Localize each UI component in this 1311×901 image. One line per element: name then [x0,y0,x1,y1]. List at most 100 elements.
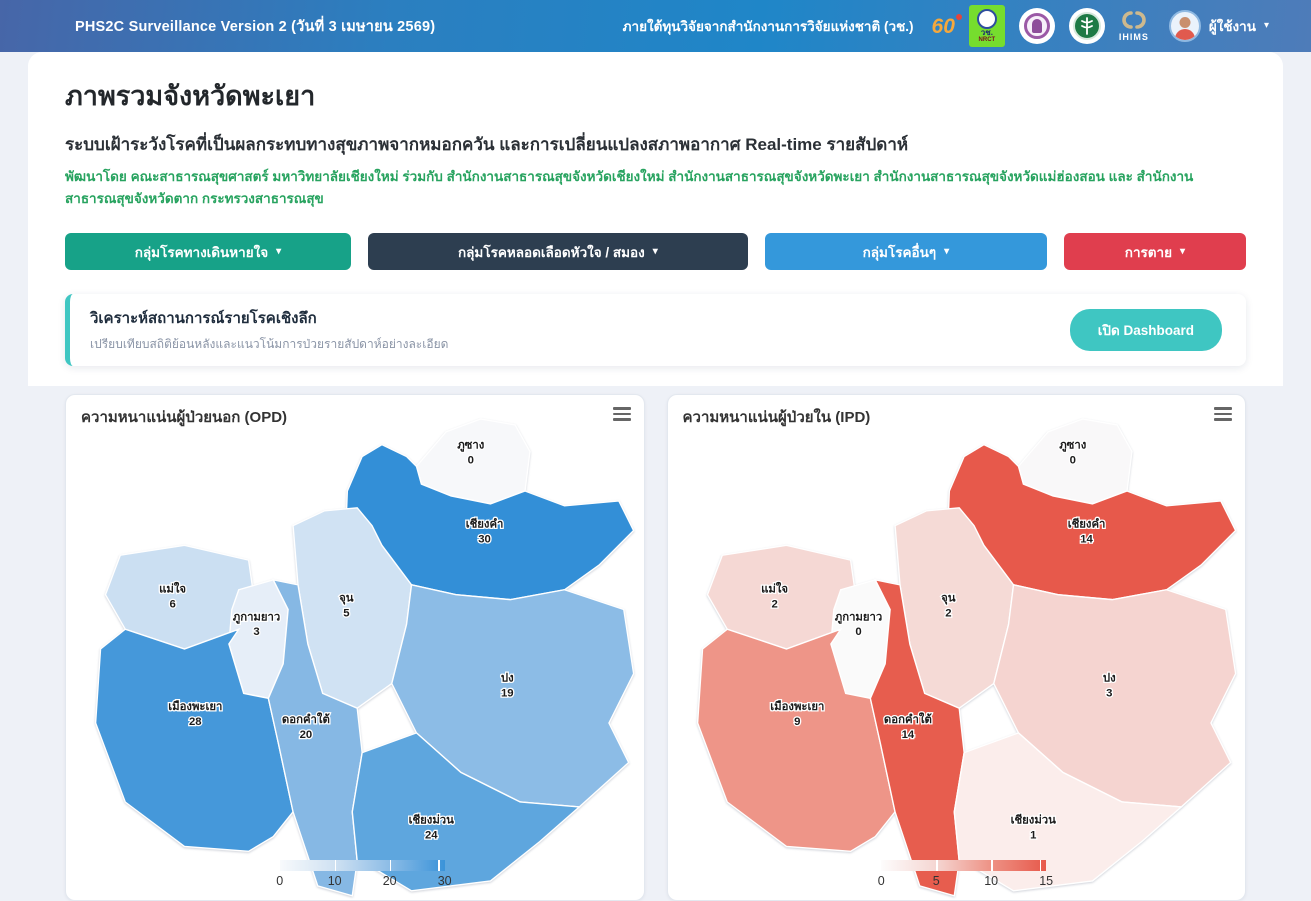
legend-tick-label: 0 [877,874,885,888]
district-value-label: 20 [300,729,313,741]
district-name-label: จุน [339,593,354,606]
district-value-label: 30 [478,533,491,545]
district-value-label: 14 [901,729,914,741]
chart-context-menu-button[interactable] [612,405,631,421]
user-avatar[interactable] [1168,10,1201,42]
analysis-card-subtitle: เปรียบเทียบสถิติย้อนหลังและแนวโน้มการป่ว… [90,337,449,351]
district-value-label: 3 [253,626,259,638]
open-dashboard-button[interactable]: เปิด Dashboard [1069,309,1222,351]
button-label: กลุ่มโรคหลอดเลือดหัวใจ / สมอง [457,244,645,260]
dropdown-caret-icon: ▾ [944,245,950,257]
district-value-label: 2 [945,607,951,619]
district-value-label: 6 [169,599,175,611]
district-value-label: 0 [468,454,474,466]
opd-choropleth-map: ภูซาง0เชียงคำ30แม่ใจ6ภูกามยาว3จุน5ปง19เม… [94,418,635,897]
legend-tick-label: 20 [382,874,397,888]
district-name-label: เชียงคำ [1067,517,1105,531]
user-menu[interactable]: ผู้ใช้งาน ▾ [1168,10,1269,42]
app-title: PHS2C Surveillance Version 2 (วันที่ 3 เ… [75,18,436,35]
nrct-logo: วช. NRCT [968,5,1005,47]
page-subtitle: ระบบเฝ้าระวังโรคที่เป็นผลกระทบทางสุขภาพจ… [65,135,909,154]
district-value-label: 24 [425,830,438,842]
legend-tick-label: 10 [984,874,999,888]
user-menu-label: ผู้ใช้งาน [1208,19,1256,34]
anniversary-60-logo: 60 [931,13,963,38]
district-chiangmuan[interactable] [953,732,1183,892]
intro-panel: ภาพรวมจังหวัดพะเยา ระบบเฝ้าระวังโรคที่เป… [28,52,1283,386]
district-name-label: ภูซาง [457,440,484,453]
district-value-label: 1 [1030,830,1036,842]
district-name-label: ภูซาง [1059,440,1086,453]
cardiovascular-group-button[interactable]: กลุ่มโรคหลอดเลือดหัวใจ / สมอง ▾ [367,233,748,270]
dropdown-caret-icon: ▾ [276,245,282,257]
maps-section: ความหนาแน่นผู้ป่วยนอก (OPD) ภูซาง 0 เชียงค… [28,394,1283,901]
university-emblem-icon [1023,13,1050,39]
district-name-label: ภูกามยาว [233,611,281,624]
caduceus-icon [1072,12,1101,40]
legend-tick-label: 30 [437,874,452,888]
respiratory-group-button[interactable]: กลุ่มโรคทางเดินหายใจ ▾ [65,233,351,270]
district-name-label: เชียงคำ [466,517,504,531]
opd-map-title: ความหนาแน่นผู้ป่วยนอก (OPD) [81,409,288,426]
district-value-label: 9 [794,716,800,728]
district-pong[interactable] [992,583,1236,808]
legend-ticks: 0 10 20 30 [276,874,451,890]
district-value-label: 0 [855,626,861,638]
ipd-color-legend: 0 5 10 15 [877,860,1053,890]
analysis-card-title: วิเคราะห์สถานการณ์รายโรคเชิงลึก [90,310,317,327]
district-name-label: เชียงม่วน [409,814,455,827]
opd-color-legend: 0 10 20 30 [276,860,452,890]
district-name-label: ดอกคำใต้ [883,712,931,726]
button-label: การตาย [1124,244,1173,260]
district-name-label: แม่ใจ [761,582,788,596]
district-value-label: 0 [1069,454,1075,466]
nrct-emblem-icon [976,8,997,29]
district-name-label: ดอกคำใต้ [282,712,330,726]
other-diseases-group-button[interactable]: กลุ่มโรคอื่นๆ ▾ [764,233,1047,270]
district-name-label: ปง [1102,672,1115,685]
ihims-monogram-icon [1122,11,1146,29]
district-name-label: ภูกามยาว [834,611,882,624]
nrct-en-label: NRCT [978,37,996,44]
chart-context-menu-button[interactable] [1214,405,1232,421]
button-label: กลุ่มโรคทางเดินหายใจ [134,244,269,260]
ipd-density-map-card: ความหนาแน่นผู้ป่วยใน (IPD) ภูซาง 0 เชียงคำ… [666,394,1246,901]
legend-tick-label: 0 [276,874,284,888]
analysis-card: วิเคราะห์สถานการณ์รายโรคเชิงลึก เปรียบเท… [65,294,1246,366]
ipd-map-title: ความหนาแน่นผู้ป่วยใน (IPD) [682,409,871,426]
district-value-label: 14 [1080,533,1093,545]
dropdown-caret-icon: ▾ [652,245,658,257]
district-name-label: เมืองพะเยา [770,700,824,713]
developer-credit: พัฒนาโดย คณะสาธารณสุขศาสตร์ มหาวิทยาลัยเ… [65,169,1194,206]
district-name-label: จุน [941,593,956,606]
district-value-label: 19 [501,687,514,699]
university-logo [1018,8,1055,44]
district-name-label: ปง [501,672,514,685]
district-pong[interactable] [391,583,635,808]
top-navbar: PHS2C Surveillance Version 2 (วันที่ 3 เ… [0,0,1311,52]
ihims-label: IHIMS [1118,32,1149,42]
district-value-label: 2 [771,599,777,611]
moph-logo [1068,8,1105,44]
district-value-label: 28 [189,716,202,728]
district-name-label: เมืองพะเยา [168,700,222,713]
button-label: กลุ่มโรคอื่นๆ [862,244,937,260]
funding-text: ภายใต้ทุนวิจัยจากสำนักงานการวิจัยแห่งชาต… [622,19,914,34]
legend-tick-label: 5 [932,874,940,888]
dropdown-caret-icon: ▾ [1180,245,1186,257]
chevron-down-icon: ▾ [1263,20,1269,31]
disease-group-buttons: กลุ่มโรคทางเดินหายใจ ▾ กลุ่มโรคหลอดเลือด… [65,233,1246,270]
legend-gradient-bar [279,860,445,871]
opd-density-map-card: ความหนาแน่นผู้ป่วยนอก (OPD) ภูซาง 0 เชียงค… [65,394,645,901]
district-chiangmuan[interactable] [351,732,582,892]
ipd-choropleth-map: ภูซาง0เชียงคำ14แม่ใจ2ภูกามยาว0จุน2ปง3เมื… [696,418,1236,897]
district-name-label: แม่ใจ [159,582,186,596]
page-title: ภาพรวมจังหวัดพะเยา [65,81,316,111]
legend-ticks: 0 5 10 15 [877,874,1053,890]
legend-tick-label: 10 [327,874,342,888]
legend-gradient-bar [881,860,1047,871]
mortality-group-button[interactable]: การตาย ▾ [1063,233,1246,270]
legend-tick-label: 15 [1039,874,1054,888]
nrct-thai-label: วช. [980,27,993,37]
district-name-label: เชียงม่วน [1010,814,1056,827]
